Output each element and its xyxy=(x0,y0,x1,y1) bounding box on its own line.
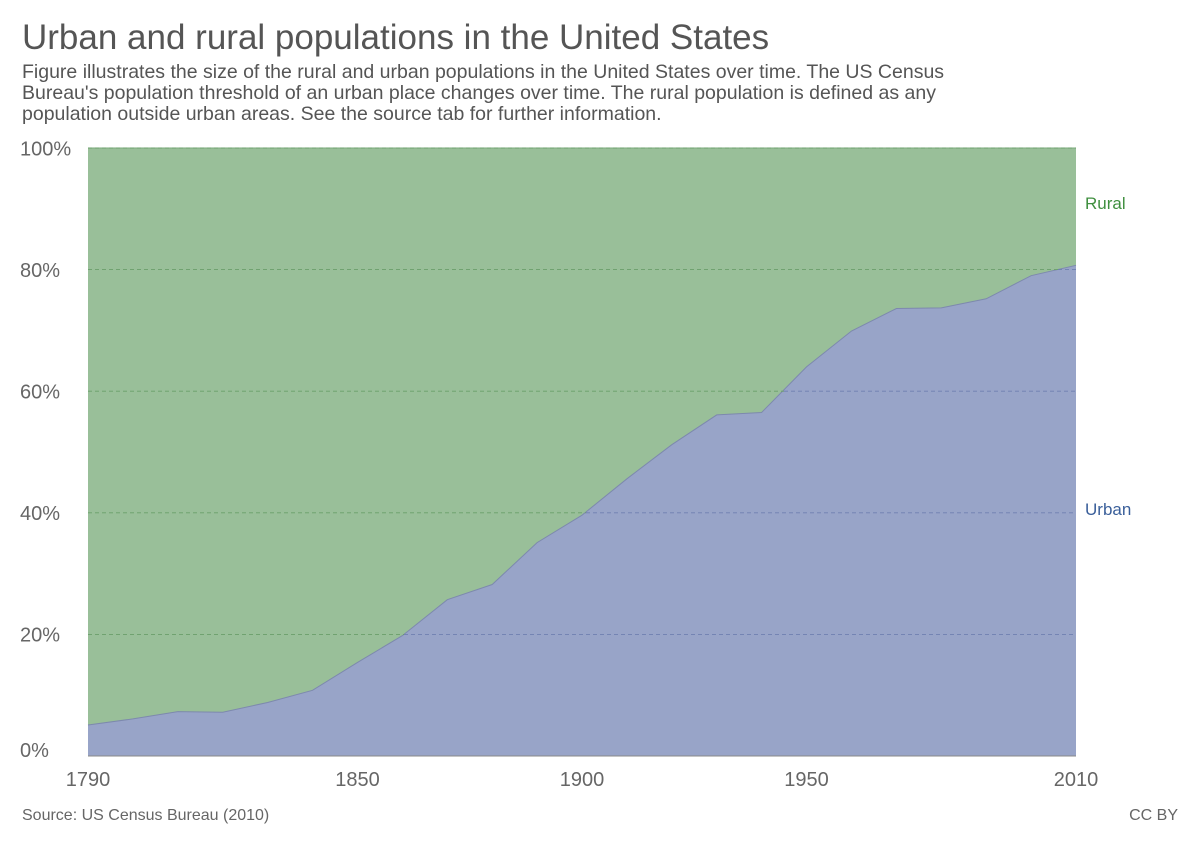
x-tick-label-1850: 1850 xyxy=(335,769,380,791)
y-tick-label-80: 80% xyxy=(20,260,60,282)
axes: 0% 20% 40% 60% 80% 100% 1790 1850 1900 1950 2010 xyxy=(20,138,1098,791)
x-tick-label-1790: 1790 xyxy=(66,769,111,791)
y-tick-label-100: 100% xyxy=(20,138,71,160)
source-note: Source: US Census Bureau (2010) xyxy=(22,807,270,824)
x-tick-label-1900: 1900 xyxy=(560,769,605,791)
y-tick-label-40: 40% xyxy=(20,503,60,525)
urban-area xyxy=(88,265,1076,756)
y-tick-label-0: 0% xyxy=(20,740,49,762)
y-tick-label-20: 20% xyxy=(20,625,60,647)
series-labels: Rural Urban xyxy=(1085,194,1131,519)
series-areas xyxy=(87,147,1077,756)
series-label-urban: Urban xyxy=(1085,500,1131,519)
x-tick-label-2010: 2010 xyxy=(1054,769,1099,791)
rural-area xyxy=(88,148,1076,725)
chart-subtitle: Figure illustrates the size of the rural… xyxy=(22,61,945,125)
y-tick-label-60: 60% xyxy=(20,381,60,403)
x-tick-label-1950: 1950 xyxy=(784,769,829,791)
urban-boundary-line xyxy=(87,264,1077,726)
license-note: CC BY xyxy=(1129,807,1178,824)
series-label-rural: Rural xyxy=(1085,194,1126,213)
chart-title: Urban and rural populations in the Unite… xyxy=(22,18,770,57)
gridlines xyxy=(88,147,1076,635)
